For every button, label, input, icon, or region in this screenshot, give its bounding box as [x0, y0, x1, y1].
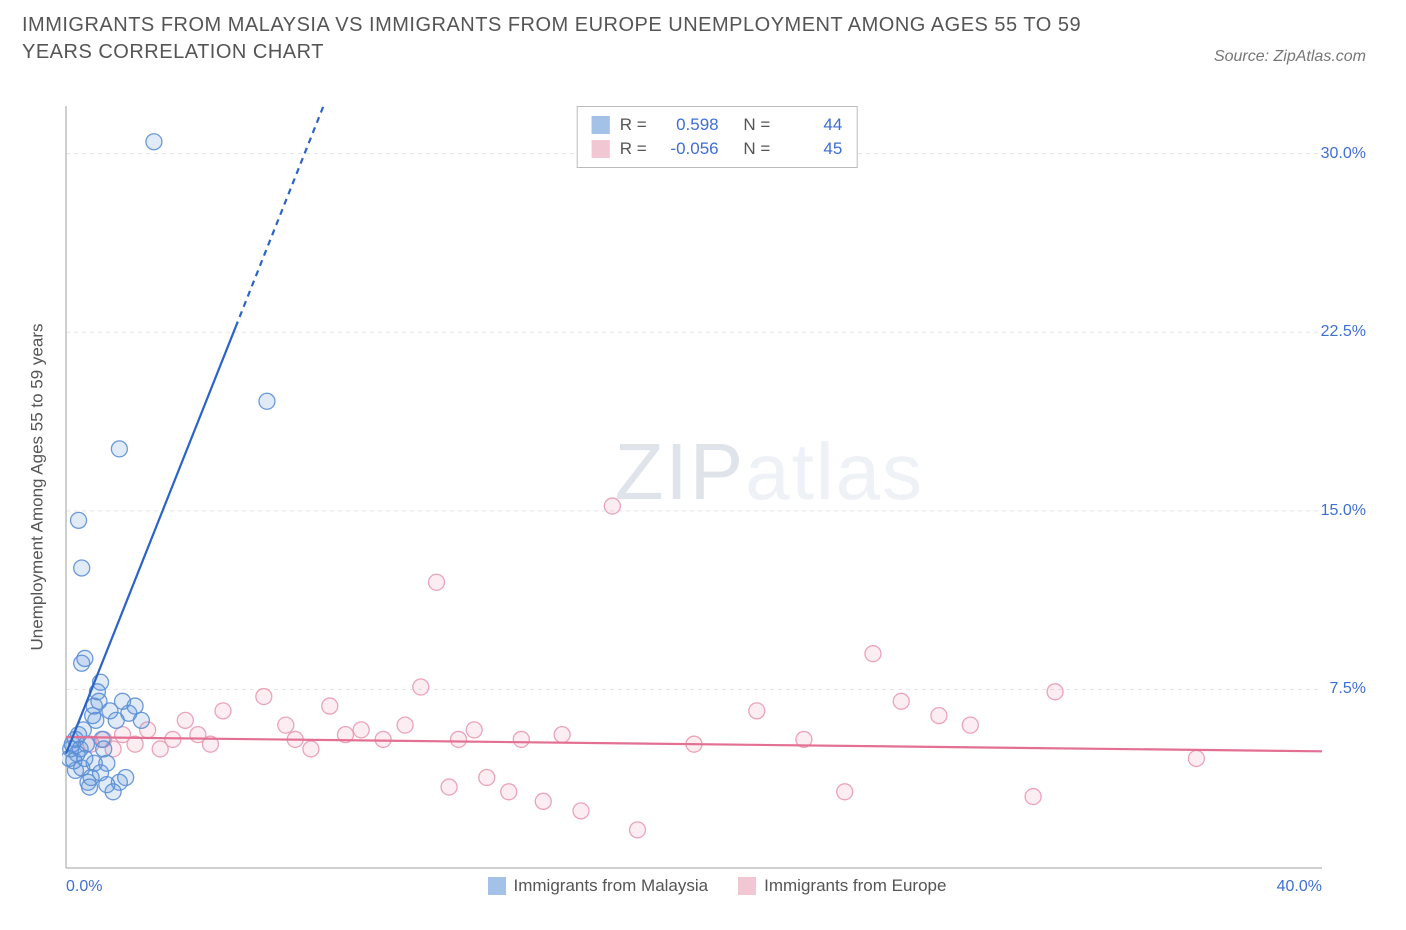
y-axis-label: Unemployment Among Ages 55 to 59 years — [27, 324, 47, 651]
n-label: N = — [743, 137, 770, 161]
r-label: R = — [620, 113, 647, 137]
legend-item-europe: Immigrants from Europe — [738, 876, 946, 896]
y-tick: 22.5% — [1321, 323, 1366, 341]
r-value-europe: -0.056 — [657, 137, 719, 161]
legend-swatch-europe — [738, 877, 756, 895]
correlation-row-europe: R = -0.056 N = 45 — [592, 137, 843, 161]
n-label: N = — [743, 113, 770, 137]
legend-item-malaysia: Immigrants from Malaysia — [488, 876, 709, 896]
swatch-malaysia — [592, 116, 610, 134]
y-axis-label-container: Unemployment Among Ages 55 to 59 years — [22, 102, 52, 872]
correlation-row-malaysia: R = 0.598 N = 44 — [592, 113, 843, 137]
scatter-plot: ZIPatlas 7.5%15.0%22.5%30.0% 0.0%40.0% R… — [62, 102, 1372, 872]
y-tick: 7.5% — [1330, 680, 1366, 698]
legend-label-malaysia: Immigrants from Malaysia — [514, 876, 709, 896]
r-label: R = — [620, 137, 647, 161]
n-value-europe: 45 — [780, 137, 842, 161]
n-value-malaysia: 44 — [780, 113, 842, 137]
y-tick: 15.0% — [1321, 502, 1366, 520]
chart-title: IMMIGRANTS FROM MALAYSIA VS IMMIGRANTS F… — [22, 12, 1142, 66]
correlation-legend: R = 0.598 N = 44 R = -0.056 N = 45 — [577, 106, 858, 168]
series-legend: Immigrants from Malaysia Immigrants from… — [62, 876, 1372, 896]
y-tick: 30.0% — [1321, 145, 1366, 163]
source-attribution: Source: ZipAtlas.com — [1214, 48, 1366, 66]
chart-canvas — [62, 102, 1372, 872]
legend-swatch-malaysia — [488, 877, 506, 895]
swatch-europe — [592, 140, 610, 158]
r-value-malaysia: 0.598 — [657, 113, 719, 137]
legend-label-europe: Immigrants from Europe — [764, 876, 946, 896]
